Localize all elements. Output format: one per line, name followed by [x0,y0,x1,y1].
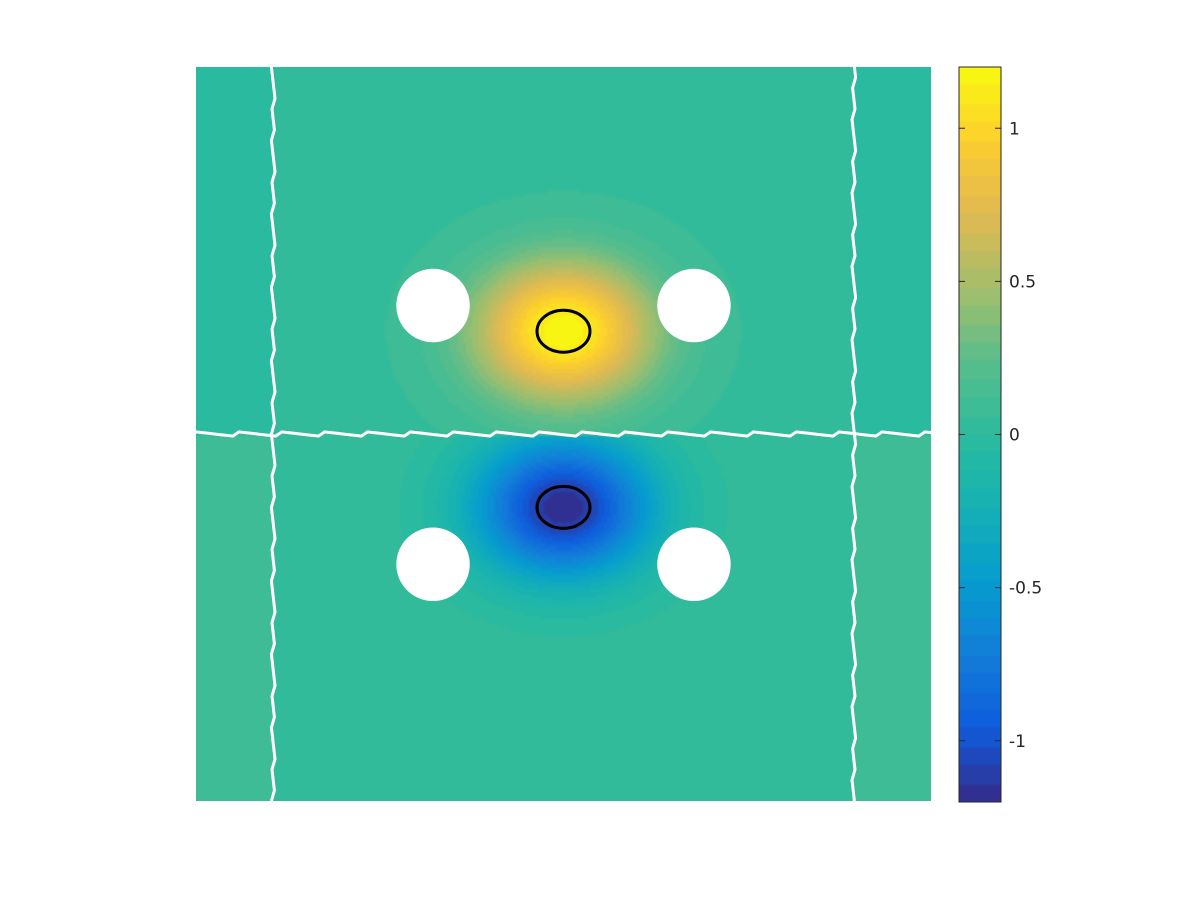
colorbar-tick-label: -0.5 [1009,579,1042,599]
colorbar-tick-label: 0 [1009,426,1020,446]
boundary-line-3 [195,430,932,438]
colorbar-tick-label: 1 [1009,119,1020,139]
plot-area [195,66,932,802]
holes-layer [396,268,731,602]
boundary-line-1 [269,66,277,802]
hole-3 [396,527,470,602]
contour-positive [535,308,592,354]
colorbar-gradient [959,67,1001,802]
colorbar-tick-label: 0.5 [1009,272,1036,292]
boundary-lines [195,66,932,802]
hole-2 [657,268,731,343]
contour-negative [535,484,592,530]
colorbar-tick-label: -1 [1009,732,1026,752]
colorbar-ticks: 1 0.5 0 -0.5 -1 [959,119,1042,752]
contour-lines [535,308,592,530]
colorbar: 1 0.5 0 -0.5 -1 [958,66,1042,803]
hole-1 [396,268,470,343]
hole-4 [657,527,731,602]
